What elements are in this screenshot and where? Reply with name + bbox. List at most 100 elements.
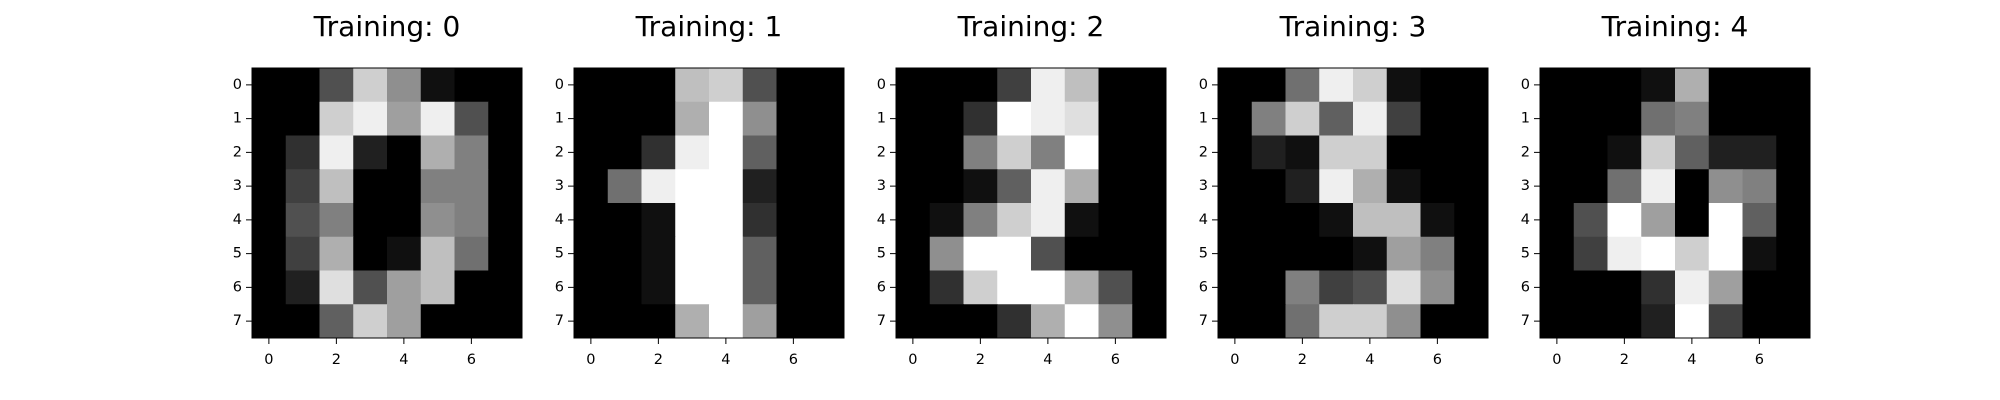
pixel-cell [1454, 135, 1489, 170]
pixel-cell [1353, 270, 1388, 305]
x-tick-label: 4 [1687, 352, 1696, 368]
pixel-cell [387, 270, 422, 305]
pixel-cell [896, 169, 931, 204]
pixel-cell [1031, 169, 1066, 204]
pixel-cell [387, 135, 422, 170]
pixel-cell [709, 236, 744, 271]
pixel-cell [963, 169, 998, 204]
pixel-cell [454, 236, 489, 271]
y-tick-label: 3 [1521, 178, 1530, 194]
pixel-cell [1708, 135, 1743, 170]
pixel-cell [675, 169, 710, 204]
pixel-cell [1251, 203, 1286, 238]
panel-title: Training: 3 [1279, 10, 1427, 43]
pixel-cell [353, 169, 388, 204]
pixel-cell [1098, 68, 1133, 103]
pixel-cell [1386, 68, 1421, 103]
pixel-cell [1607, 270, 1642, 305]
y-tick-label: 3 [555, 178, 564, 194]
pixel-cell [929, 270, 964, 305]
pixel-cell [607, 236, 642, 271]
pixel-cell [1319, 304, 1354, 339]
pixel-cell [810, 135, 845, 170]
pixel-cell [420, 236, 455, 271]
pixel-cell [1132, 304, 1167, 339]
pixel-cell [776, 304, 811, 339]
pixel-cell [810, 203, 845, 238]
x-tick-label: 4 [1043, 352, 1052, 368]
panel-3: Training: 3 0 1 2 3 4 5 6 7 0 2 4 6 [1199, 10, 1489, 368]
pixel-cell [252, 101, 287, 136]
y-tick-label: 0 [1199, 77, 1208, 93]
pixel-cell [488, 203, 523, 238]
pixel-cell [1641, 203, 1676, 238]
pixel-cell [1420, 68, 1455, 103]
pixel-cell [1675, 68, 1710, 103]
pixel-cell [285, 135, 320, 170]
pixel-cell [1218, 68, 1253, 103]
pixel-cell [1319, 169, 1354, 204]
pixel-cell [1098, 203, 1133, 238]
panel-title: Training: 2 [957, 10, 1105, 43]
pixel-cell [1353, 135, 1388, 170]
pixel-cell [1573, 203, 1608, 238]
y-tick-label: 6 [877, 279, 886, 295]
y-tick-label: 6 [233, 279, 242, 295]
pixel-cell [1675, 135, 1710, 170]
pixel-cell [488, 135, 523, 170]
pixel-cell [1132, 270, 1167, 305]
pixel-cell [319, 101, 354, 136]
pixel-cell [1708, 101, 1743, 136]
pixel-cell [1742, 169, 1777, 204]
pixel-cell [675, 304, 710, 339]
pixel-cell [1675, 169, 1710, 204]
pixel-cell [454, 68, 489, 103]
pixel-cell [641, 236, 676, 271]
pixel-cell [1742, 68, 1777, 103]
pixel-cell [1708, 203, 1743, 238]
pixel-cell [1132, 68, 1167, 103]
pixel-cell [709, 135, 744, 170]
y-tick-label: 4 [877, 212, 886, 228]
y-tick-label: 6 [1199, 279, 1208, 295]
pixel-cell [742, 169, 777, 204]
pixel-cell [454, 203, 489, 238]
pixel-cell [607, 169, 642, 204]
y-tick-label: 7 [233, 313, 242, 329]
pixel-cell [997, 101, 1032, 136]
pixel-cell [1098, 135, 1133, 170]
pixel-cell [997, 68, 1032, 103]
pixel-cell [1251, 236, 1286, 271]
pixel-cell [1218, 203, 1253, 238]
pixel-cell [641, 270, 676, 305]
pixel-cell [1573, 135, 1608, 170]
pixel-cell [1454, 304, 1489, 339]
pixel-cell [1742, 304, 1777, 339]
pixel-cell [1420, 203, 1455, 238]
pixel-cell [353, 68, 388, 103]
pixel-cell [1540, 203, 1575, 238]
pixel-cell [387, 236, 422, 271]
pixel-cell [1285, 304, 1320, 339]
pixel-cell [454, 169, 489, 204]
x-tick-label: 0 [586, 352, 595, 368]
pixel-cell [454, 135, 489, 170]
pixel-cell [1641, 101, 1676, 136]
y-tick-label: 5 [233, 246, 242, 262]
pixel-cell [1218, 270, 1253, 305]
pixel-cell [1607, 68, 1642, 103]
pixel-cell [997, 135, 1032, 170]
pixel-cell [1420, 169, 1455, 204]
pixel-cell [742, 304, 777, 339]
pixel-cell [387, 68, 422, 103]
pixel-cell [776, 169, 811, 204]
pixel-cell [1251, 101, 1286, 136]
pixel-cell [285, 203, 320, 238]
pixel-cell [641, 169, 676, 204]
pixel-cell [574, 270, 609, 305]
pixel-cell [252, 304, 287, 339]
y-tick-label: 2 [1199, 144, 1208, 160]
pixel-cell [1742, 203, 1777, 238]
pixel-cell [454, 304, 489, 339]
pixel-cell [1540, 304, 1575, 339]
